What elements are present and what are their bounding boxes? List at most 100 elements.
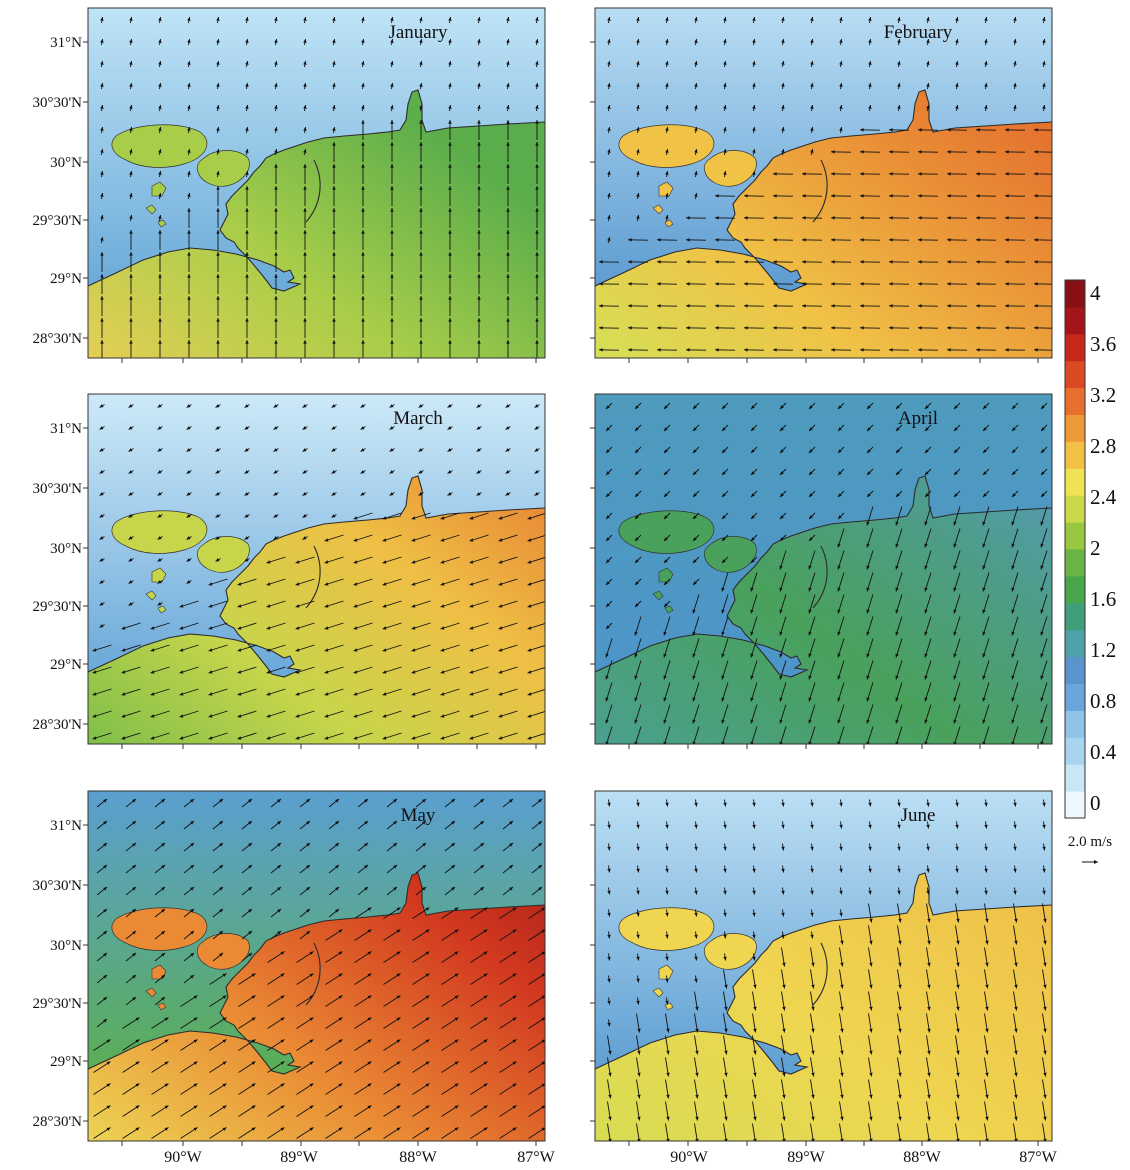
lon-label-88w: 88°W (399, 1149, 437, 1166)
colorbar-tick-labels: 4 3.6 3.2 2.8 2.4 2 1.6 1.2 0.8 0.4 0 (1090, 281, 1117, 815)
map-panel-january: January (83, 7, 546, 363)
lat-label: 28°30'N (32, 331, 82, 347)
colorbar-swatch (1065, 333, 1085, 362)
lat-label: 30°30'N (32, 481, 82, 497)
colorbar-tick-label: 0.4 (1090, 740, 1117, 764)
lake-borgne (196, 933, 250, 970)
map-panel-june: June (590, 790, 1053, 1146)
panel-title-may: May (401, 805, 436, 826)
lake-pontchartrain (111, 124, 208, 168)
lat-label: 29°30'N (32, 996, 82, 1012)
colorbar-swatch (1065, 683, 1085, 711)
lon-label-87w: 87°W (517, 1149, 555, 1166)
lake-borgne (703, 933, 757, 970)
coastline (595, 475, 1052, 678)
land-field (88, 394, 545, 677)
colorbar-swatch (1065, 602, 1085, 631)
lake-borgne (703, 150, 757, 187)
colorbar-swatch (1065, 441, 1085, 469)
colorbar-swatch (1065, 575, 1085, 604)
lon-label-90w-right: 90°W (670, 1149, 708, 1166)
longitude-labels-left: 90°W 89°W 88°W 87°W (164, 1149, 555, 1166)
chandeleur-islands (812, 159, 828, 223)
lat-label: 28°30'N (32, 717, 82, 733)
land-field (88, 8, 545, 291)
panel-frame (594, 790, 1053, 1142)
lake-borgne (703, 536, 757, 573)
lat-label: 31°N (50, 818, 82, 834)
colorbar-swatch (1065, 764, 1085, 792)
land-field (595, 8, 1052, 291)
coastline (88, 475, 545, 678)
panel-frame (594, 7, 1053, 359)
colorbar-tick-label: 0 (1090, 791, 1101, 815)
coastline (595, 89, 1052, 292)
lat-label: 28°30'N (32, 1114, 82, 1130)
chandeleur-islands (305, 159, 321, 223)
wind-vectors (92, 404, 545, 740)
panel-title-january: January (388, 22, 448, 43)
chandeleur-islands (305, 942, 321, 1006)
marsh-island (652, 204, 664, 215)
colorbar-swatch (1065, 629, 1085, 658)
marsh-island (157, 219, 167, 228)
lake-borgne (196, 536, 250, 573)
lat-label: 31°N (50, 35, 82, 51)
panel-frame (594, 393, 1053, 745)
map-panels: January February March April May June (83, 7, 1053, 1146)
map-panel-february: February (590, 7, 1053, 363)
marsh-island (658, 181, 674, 197)
wind-vectors (93, 798, 545, 1139)
colorbar-swatch (1065, 306, 1085, 335)
chandeleur-islands (812, 942, 828, 1006)
colorbar-swatch (1065, 710, 1085, 738)
colorbar-swatch (1065, 549, 1085, 577)
colorbar-tick-label: 1.2 (1090, 638, 1116, 662)
lake-pontchartrain (111, 907, 208, 951)
land-field (595, 791, 1052, 1074)
marsh-island (145, 987, 157, 998)
colorbar-tick-label: 3.6 (1090, 332, 1116, 356)
lat-label: 30°N (50, 155, 82, 171)
map-panel-april: April (590, 393, 1053, 749)
marsh-island (145, 590, 157, 601)
map-panel-may: May (83, 790, 546, 1146)
lake-pontchartrain (618, 907, 715, 951)
panel-title-february: February (884, 22, 953, 43)
colorbar-swatch (1065, 495, 1085, 523)
land-field (88, 791, 545, 1074)
lat-label: 29°N (50, 271, 82, 287)
colorbar-tick-label: 1.6 (1090, 587, 1116, 611)
panel-title-june: June (901, 805, 936, 826)
colorbar-tick-label: 2.8 (1090, 434, 1116, 458)
colorbar-tick-label: 3.2 (1090, 383, 1116, 407)
lon-label-89w: 89°W (280, 1149, 318, 1166)
panel-title-march: March (393, 408, 443, 429)
lat-label: 29°N (50, 1054, 82, 1070)
lat-label: 29°30'N (32, 599, 82, 615)
lon-label-88w-right: 88°W (903, 1149, 941, 1166)
reference-vector-label: 2.0 m/s (1068, 834, 1112, 850)
marsh-island (157, 605, 167, 614)
lat-label: 30°30'N (32, 95, 82, 111)
lon-label-90w: 90°W (164, 1149, 202, 1166)
longitude-labels-right: 90°W 89°W 88°W 87°W (670, 1149, 1057, 1166)
colorbar-swatch (1065, 522, 1085, 550)
marsh-island (658, 964, 674, 980)
panel-frame (87, 7, 546, 359)
wind-vectors (598, 16, 1052, 352)
panel-frame (87, 790, 546, 1142)
colorbar-swatch (1065, 387, 1085, 415)
map-panel-march: March (83, 393, 546, 749)
panel-frame (87, 393, 546, 745)
marsh-island (151, 181, 167, 197)
colorbar-swatch (1065, 360, 1085, 389)
lon-label-87w-right: 87°W (1019, 1149, 1057, 1166)
coastline (595, 872, 1052, 1075)
marsh-island (664, 605, 674, 614)
marsh-island (145, 204, 157, 215)
lon-label-89w-right: 89°W (787, 1149, 825, 1166)
panel-title-april: April (898, 408, 938, 429)
colorbar-frame (1064, 279, 1086, 819)
